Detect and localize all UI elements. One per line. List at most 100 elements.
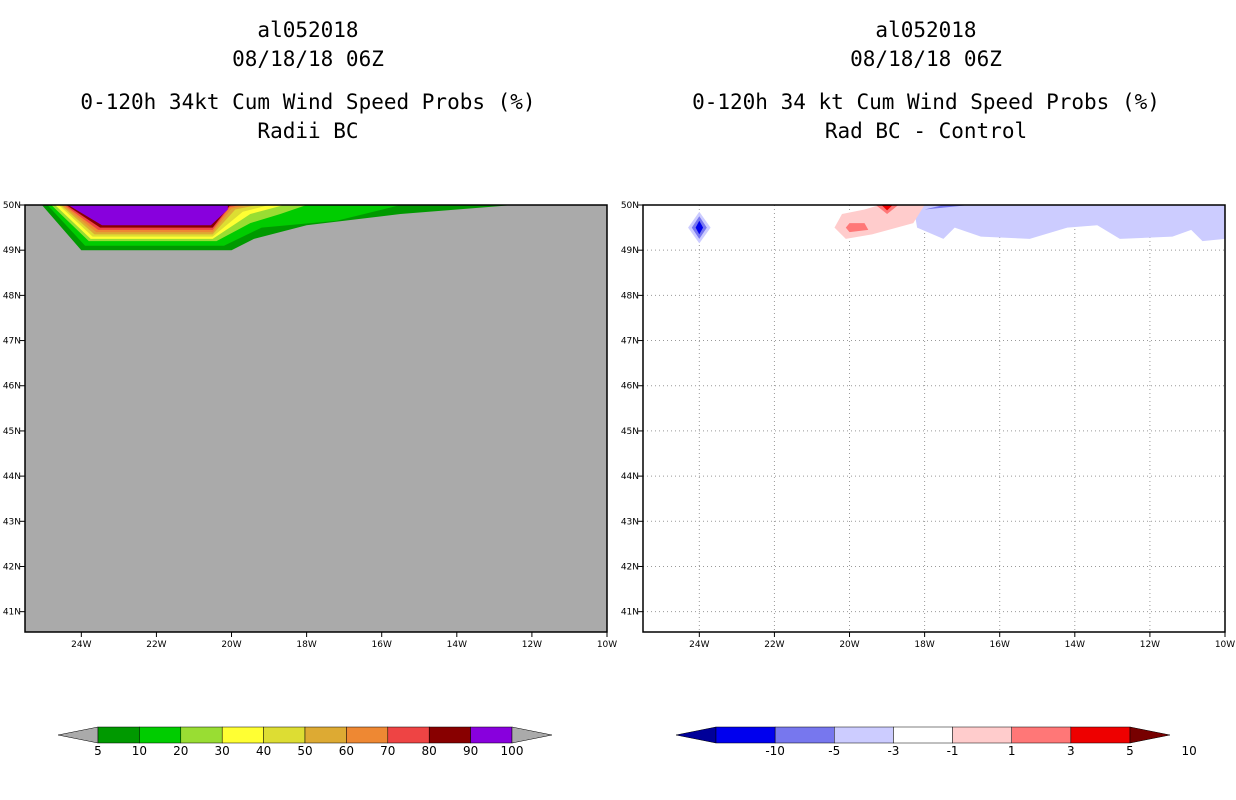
- x-tick-label: 10W: [1215, 640, 1235, 650]
- y-tick-label: 41N: [3, 608, 21, 618]
- colorbar-swatch: [715, 726, 776, 744]
- y-tick-label: 48N: [621, 291, 639, 301]
- colorbar-swatch: [180, 726, 223, 744]
- y-tick-label: 43N: [621, 517, 639, 527]
- x-tick-label: 20W: [839, 640, 859, 650]
- colorbar-label: 10: [1182, 744, 1197, 758]
- colorbar-swatch: [470, 726, 513, 744]
- x-tick-label: 10W: [597, 640, 617, 650]
- colorbar-swatch: [139, 726, 182, 744]
- colorbar-label: 10: [132, 744, 147, 758]
- contour--1: [913, 205, 1225, 242]
- colorbar-label: 3: [1067, 744, 1075, 758]
- y-tick-label: 50N: [621, 201, 639, 211]
- contour-5: [881, 205, 893, 211]
- colorbar-label: 1: [1008, 744, 1016, 758]
- right-panel-title: al052018 08/18/18 06Z 0-120h 34 kt Cum W…: [626, 16, 1226, 146]
- colorbar-swatch: [952, 726, 1012, 744]
- right-datetime: 08/18/18 06Z: [850, 47, 1002, 71]
- x-tick-label: 24W: [689, 640, 709, 650]
- colorbar-label: 90: [463, 744, 478, 758]
- x-tick-label: 16W: [372, 640, 392, 650]
- y-tick-label: 42N: [3, 562, 21, 572]
- x-tick-label: 22W: [146, 640, 166, 650]
- x-tick-label: 16W: [990, 640, 1010, 650]
- colorbar-swatch: [346, 726, 389, 744]
- contour--3: [924, 205, 970, 210]
- colorbar-label: 30: [215, 744, 230, 758]
- x-tick-label: 14W: [447, 640, 467, 650]
- left-datetime: 08/18/18 06Z: [232, 47, 384, 71]
- y-tick-label: 42N: [621, 562, 639, 572]
- y-tick-label: 49N: [3, 246, 21, 256]
- right-subtitle: Rad BC - Control: [824, 119, 1028, 143]
- colorbar-swatch: [221, 726, 264, 744]
- y-tick-label: 44N: [621, 472, 639, 482]
- left-panel-title: al052018 08/18/18 06Z 0-120h 34kt Cum Wi…: [8, 16, 608, 146]
- colorbar-swatch: [774, 726, 835, 744]
- colorbar-label: 5: [1126, 744, 1134, 758]
- right-product-title: 0-120h 34 kt Cum Wind Speed Probs (%): [692, 90, 1160, 114]
- colorbar-1: 5 10 20 30 40 50 60 70 80 90 100: [57, 726, 553, 758]
- y-tick-label: 47N: [621, 337, 639, 347]
- colorbar-swatch: [428, 726, 471, 744]
- left-storm-id: al052018: [257, 18, 359, 42]
- plot-frame: [24, 204, 608, 633]
- x-tick-label: 20W: [221, 640, 241, 650]
- y-tick-label: 41N: [621, 608, 639, 618]
- colorbar-label: -1: [947, 744, 959, 758]
- colorbar-label: 70: [380, 744, 395, 758]
- y-tick-label: 49N: [621, 246, 639, 256]
- colorbar-label: 80: [422, 744, 437, 758]
- colorbar-swatch: [387, 726, 430, 744]
- x-tick-label: 22W: [764, 640, 784, 650]
- x-tick-label: 14W: [1065, 640, 1085, 650]
- colorbar-swatch: [1011, 726, 1072, 744]
- y-tick-label: 43N: [3, 517, 21, 527]
- plot-frame: [642, 204, 1226, 633]
- y-tick-label: 48N: [3, 291, 21, 301]
- y-tick-label: 46N: [3, 382, 21, 392]
- x-tick-label: 12W: [1140, 640, 1160, 650]
- left-product-title: 0-120h 34kt Cum Wind Speed Probs (%): [80, 90, 536, 114]
- colorbar-label: 100: [501, 744, 524, 758]
- y-tick-label: 47N: [3, 337, 21, 347]
- plot-panel-2: 24W 22W 20W 18W 16W 14W 12W 10W 41N 42N 43N 44N 45N 4…: [621, 201, 1235, 650]
- x-tick-label: 18W: [296, 640, 316, 650]
- colorbar-label: 5: [94, 744, 102, 758]
- colorbar-2: -10 -5 -3 -1 1 3 5 10: [675, 726, 1197, 758]
- left-subtitle: Radii BC: [257, 119, 359, 143]
- colorbar-swatch: [263, 726, 306, 744]
- plot-panel-1: 24W 22W 20W 18W 16W 14W 12W 10W 41N 42N 43N 44N 45N 4…: [3, 201, 617, 650]
- colorbar-swatch: [97, 726, 140, 744]
- plot-background: [25, 205, 607, 632]
- x-tick-label: 18W: [914, 640, 934, 650]
- colorbar-swatch: [1070, 726, 1131, 744]
- colorbar-label: -10: [765, 744, 785, 758]
- colorbar-low-triangle: [57, 726, 99, 744]
- y-tick-label: 46N: [621, 382, 639, 392]
- y-tick-label: 45N: [3, 427, 21, 437]
- colorbar-low-triangle: [675, 726, 717, 744]
- contour-3: [845, 223, 869, 233]
- colorbar-label: 20: [173, 744, 188, 758]
- x-tick-label: 24W: [71, 640, 91, 650]
- colorbar-label: 60: [339, 744, 354, 758]
- contour-90: [68, 205, 228, 226]
- colorbar-label: -3: [887, 744, 899, 758]
- colorbar-label: -5: [828, 744, 840, 758]
- colorbar-high-triangle: [511, 726, 553, 744]
- x-tick-label: 12W: [522, 640, 542, 650]
- y-tick-label: 50N: [3, 201, 21, 211]
- colorbar-label: 40: [256, 744, 271, 758]
- plot-background: [643, 205, 1225, 632]
- y-tick-label: 44N: [3, 472, 21, 482]
- colorbar-label: 50: [297, 744, 312, 758]
- right-storm-id: al052018: [875, 18, 977, 42]
- y-tick-label: 45N: [621, 427, 639, 437]
- colorbar-high-triangle: [1129, 726, 1171, 744]
- colorbar-swatch: [834, 726, 894, 744]
- colorbar-swatch: [893, 726, 953, 744]
- colorbar-swatch: [304, 726, 347, 744]
